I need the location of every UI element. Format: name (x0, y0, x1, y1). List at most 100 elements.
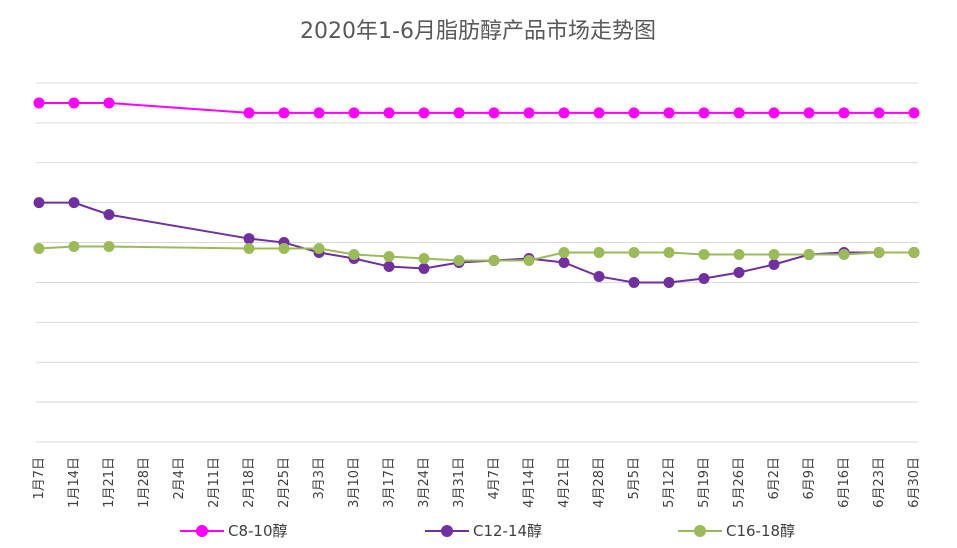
legend-item: C8-10醇 (180, 522, 288, 540)
x-tick-label: 2月4日 (172, 457, 187, 500)
data-point (768, 258, 780, 270)
data-point (908, 107, 920, 119)
x-tick-label: 4月7日 (487, 457, 502, 500)
x-tick-label: 3月31日 (452, 457, 467, 508)
data-point (663, 276, 675, 288)
data-point (558, 247, 570, 259)
x-tick-label: 4月14日 (522, 457, 537, 508)
data-point (348, 249, 360, 261)
data-point (68, 97, 80, 109)
x-tick-label: 5月19日 (697, 457, 712, 508)
data-point (103, 241, 115, 253)
data-point (348, 107, 360, 119)
series-line (38, 245, 914, 262)
data-point (243, 243, 255, 255)
data-point (453, 107, 465, 119)
data-point (488, 107, 500, 119)
data-point (733, 266, 745, 278)
x-tick-label: 6月23日 (872, 457, 887, 508)
data-point (908, 247, 920, 259)
legend-label: C16-18醇 (726, 522, 795, 540)
data-point (733, 249, 745, 261)
data-point (68, 197, 80, 209)
data-point (873, 107, 885, 119)
data-point (593, 247, 605, 259)
x-tick-label: 6月2日 (767, 457, 782, 500)
x-tick-label: 1月14日 (67, 457, 82, 508)
data-point (418, 107, 430, 119)
x-tick-label: 3月3日 (312, 457, 327, 500)
data-point (523, 255, 535, 267)
data-point (698, 249, 710, 261)
x-tick-label: 1月28日 (137, 457, 152, 508)
x-tick-label: 1月21日 (102, 457, 117, 508)
data-point (33, 197, 45, 209)
data-point (313, 243, 325, 255)
data-point (103, 97, 115, 109)
data-point (453, 255, 465, 267)
data-point (698, 272, 710, 284)
data-point (663, 247, 675, 259)
x-tick-label: 4月21日 (557, 457, 572, 508)
x-tick-label: 5月12日 (662, 457, 677, 508)
x-tick-label: 5月5日 (627, 457, 642, 500)
data-point (278, 107, 290, 119)
x-tick-label: 5月26日 (732, 457, 747, 508)
data-point (628, 107, 640, 119)
data-point (733, 107, 745, 119)
data-point (838, 107, 850, 119)
x-tick-label: 3月17日 (382, 457, 397, 508)
x-tick-label: 4月28日 (592, 457, 607, 508)
data-point (663, 107, 675, 119)
data-point (768, 249, 780, 261)
chart-title: 2020年1-6月脂肪醇产品市场走势图 (300, 19, 656, 44)
x-tick-label: 3月10日 (347, 457, 362, 508)
x-tick-label: 2月11日 (207, 457, 222, 508)
data-point (278, 243, 290, 255)
x-tick-label: 3月24日 (417, 457, 432, 508)
legend-marker (441, 525, 453, 537)
data-point (558, 257, 570, 268)
series-group (33, 97, 920, 288)
data-point (488, 255, 500, 267)
data-point (628, 276, 640, 288)
x-tick-label: 6月30日 (907, 457, 922, 508)
x-tick-label: 6月16日 (837, 457, 852, 508)
x-tick-label: 2月18日 (242, 457, 257, 508)
series-3 (33, 241, 920, 267)
data-point (243, 107, 255, 119)
data-point (593, 270, 605, 282)
data-point (873, 247, 885, 259)
data-point (33, 243, 45, 255)
series-line (39, 101, 914, 114)
data-point (838, 249, 850, 261)
data-point (418, 262, 430, 274)
x-tick-label: 6月9日 (802, 457, 817, 500)
data-point (313, 107, 325, 119)
data-point (418, 253, 430, 265)
data-point (383, 260, 395, 272)
legend-label: C8-10醇 (228, 522, 288, 540)
data-point (383, 107, 395, 119)
legend-label: C12-14醇 (473, 522, 542, 540)
data-point (383, 251, 395, 263)
x-tick-label: 1月7日 (32, 457, 47, 500)
x-axis-ticks: 1月7日 1月14日 1月21日 1月28日 2月4日 2月11日 2月18日 2月25日 3月… (32, 457, 922, 508)
data-point (523, 107, 535, 119)
series-1 (33, 97, 920, 119)
data-point (243, 233, 255, 245)
legend-item: C16-18醇 (678, 522, 795, 540)
legend: C8-10醇 C12-14醇 C16-18醇 (180, 522, 795, 540)
data-point (558, 107, 570, 119)
gridlines (36, 82, 918, 443)
data-point (68, 241, 80, 253)
data-point (103, 209, 115, 221)
data-point (33, 97, 45, 109)
data-point (803, 107, 815, 119)
data-point (593, 107, 605, 119)
legend-marker (694, 525, 706, 537)
data-point (698, 107, 710, 119)
legend-item: C12-14醇 (425, 522, 542, 540)
legend-marker (196, 525, 208, 537)
